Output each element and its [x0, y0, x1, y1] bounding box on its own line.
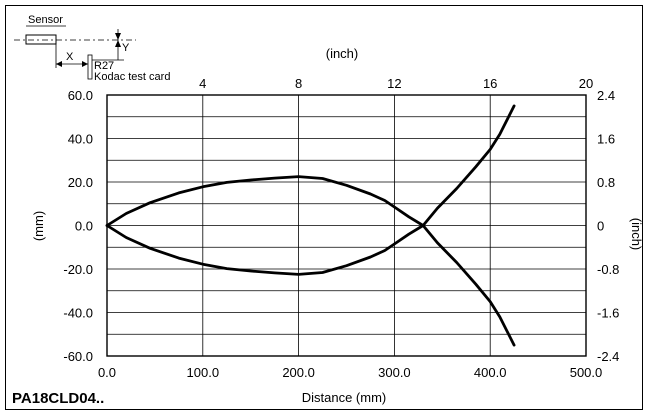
series-line: [421, 104, 516, 227]
y-axis-title: (mm): [31, 211, 46, 241]
x2-tick-label: 4: [199, 76, 206, 91]
y-arrow-down-icon: [115, 33, 121, 40]
y-tick-label: -20.0: [63, 262, 93, 277]
y-tick-label: 0.0: [75, 219, 93, 234]
series-line: [105, 224, 425, 276]
y-tick-label: -60.0: [63, 349, 93, 364]
sensor-label: Sensor: [28, 14, 63, 26]
y-dimension-label: Y: [122, 42, 130, 54]
x-arrow-left-icon: [56, 61, 62, 67]
y2-axis-title: (inch): [629, 218, 644, 251]
test-card-shape: [87, 54, 93, 80]
y2-tick-label: -0.8: [597, 262, 619, 277]
y2-tick-label: 2.4: [597, 88, 615, 103]
x2-axis-title: (inch): [326, 46, 359, 61]
sensor-body: [25, 34, 57, 45]
y2-tick-label: 1.6: [597, 132, 615, 147]
y-tick-label: -40.0: [63, 306, 93, 321]
test-card-label: Kodac test card: [94, 71, 170, 83]
y2-tick-label: -2.4: [597, 349, 619, 364]
x-arrow-right-icon: [82, 61, 88, 67]
x2-tick-label: 8: [295, 76, 302, 91]
chart-frame: [5, 5, 643, 410]
x-tick-label: 0.0: [98, 365, 116, 380]
x-tick-label: 400.0: [474, 365, 507, 380]
chart-series: [105, 104, 516, 347]
x2-tick-label: 20: [579, 76, 593, 91]
x-tick-label: 500.0: [570, 365, 603, 380]
figure-code: PA18CLD04..: [12, 390, 104, 407]
y2-tick-label: -1.6: [597, 306, 619, 321]
y2-tick-label: 0.8: [597, 175, 615, 190]
y-arrow-up-icon: [115, 40, 121, 47]
series-line: [105, 175, 425, 227]
x-tick-label: 300.0: [378, 365, 411, 380]
sensor-diagram: Sensor X Y R27 Kodac test card: [14, 14, 170, 83]
x2-tick-label: 16: [483, 76, 497, 91]
y-tick-label: 60.0: [68, 88, 93, 103]
target-label: R27: [94, 60, 114, 72]
x-dimension-label: X: [66, 51, 74, 63]
x-tick-label: 200.0: [282, 365, 315, 380]
chart-ticks: 0.0 100.0 200.0 300.0 400.0 500.060.040.020.0…: [63, 76, 619, 380]
x2-tick-label: 12: [387, 76, 401, 91]
x-axis-title: Distance (mm): [302, 390, 387, 405]
y2-tick-label: 0: [597, 219, 604, 234]
y-tick-label: 40.0: [68, 132, 93, 147]
chart-grid: [107, 95, 586, 356]
y-tick-label: 20.0: [68, 175, 93, 190]
series-line: [421, 224, 516, 347]
x-tick-label: 100.0: [187, 365, 220, 380]
plot-area-border: [106, 94, 587, 357]
